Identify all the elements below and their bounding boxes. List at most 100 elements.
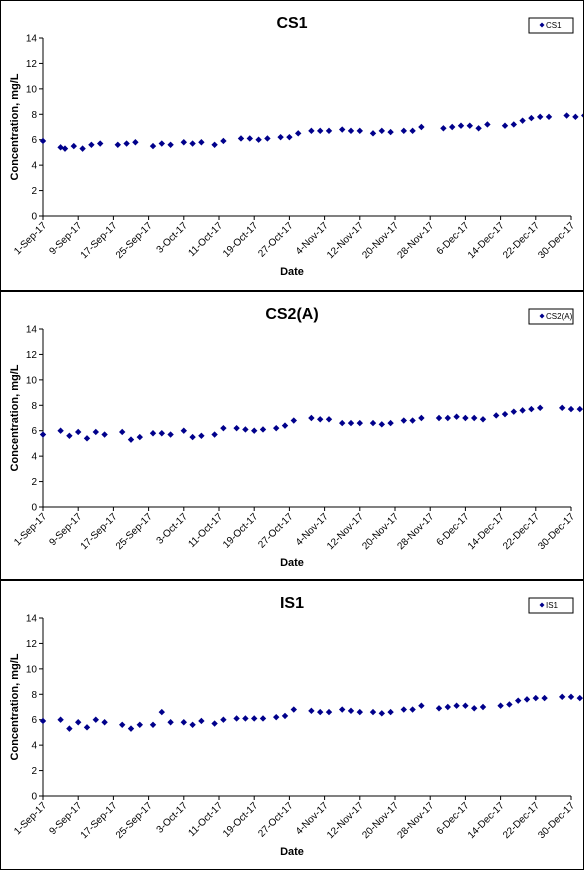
data-point (567, 405, 575, 413)
data-point (528, 114, 535, 122)
y-axis-label: Concentration, mg/L (9, 73, 21, 180)
data-point (400, 417, 407, 424)
x-tick-label: 1-Sep-17 (12, 511, 49, 548)
data-point (347, 419, 355, 427)
data-point (387, 419, 394, 427)
data-point (127, 436, 135, 443)
y-axis-label: Concentration, mg/L (9, 364, 21, 471)
x-tick-label: 25-Sep-17 (114, 800, 155, 841)
data-point (418, 414, 425, 422)
data-point (158, 430, 165, 437)
x-tick-label: 14-Dec-17 (466, 220, 507, 261)
chart-svg: CS1 CS1 0 2 4 6 8 10 12 14 1-Sep-179-Sep-1717-Sep-… (9, 15, 583, 278)
data-point (475, 125, 482, 132)
x-tick-label: 14-Dec-17 (466, 800, 507, 841)
data-point (290, 417, 297, 424)
data-point (61, 145, 69, 152)
data-point (180, 719, 187, 726)
x-tick-label: 20-Nov-17 (360, 800, 401, 841)
data-point (325, 416, 333, 423)
data-point (259, 715, 267, 722)
data-point (563, 112, 570, 119)
data-point (545, 113, 553, 121)
data-point (325, 708, 333, 716)
legend-label: CS1 (546, 21, 562, 30)
data-point (286, 133, 293, 141)
data-point (537, 404, 544, 412)
y-tick-label: 2 (31, 766, 37, 777)
data-point (576, 405, 583, 413)
y-tick-label: 10 (26, 84, 38, 95)
data-point (449, 123, 456, 131)
data-point (444, 414, 451, 422)
x-tick-label: 22-Dec-17 (501, 511, 542, 552)
data-point (220, 424, 227, 432)
data-point (356, 708, 363, 716)
data-point (211, 720, 218, 727)
y-axis-label: Concentration, mg/L (9, 653, 21, 760)
x-tick-label: 20-Nov-17 (360, 220, 401, 261)
data-point (273, 713, 280, 721)
data-point (409, 417, 416, 424)
data-point (167, 141, 174, 148)
y-tick-label: 2 (31, 186, 37, 197)
data-point (180, 139, 187, 146)
y-tick-label: 0 (31, 792, 37, 803)
data-point (119, 428, 126, 436)
y-tick-label: 4 (31, 452, 37, 463)
data-point (435, 414, 443, 422)
data-point (57, 427, 64, 434)
data-point (189, 140, 196, 147)
data-point (515, 697, 522, 704)
data-point (457, 122, 465, 129)
data-point (409, 706, 416, 713)
x-tick-label: 11-Oct-17 (186, 220, 225, 259)
data-point (317, 127, 324, 135)
data-point (356, 127, 363, 135)
y-tick-label: 4 (31, 161, 37, 172)
data-point (572, 113, 579, 121)
data-point (242, 715, 249, 722)
data-point (70, 142, 77, 150)
data-point (149, 142, 157, 150)
data-point (378, 127, 385, 135)
y-tick-label: 12 (26, 639, 38, 650)
data-point (418, 123, 425, 131)
data-point (325, 127, 333, 135)
data-point (523, 696, 531, 703)
data-point (541, 694, 548, 702)
data-point (519, 407, 526, 414)
x-tick-label: 6-Dec-17 (435, 800, 472, 837)
x-tick-label: 12-Nov-17 (325, 800, 366, 841)
legend: CS1 (528, 17, 574, 34)
data-point (347, 127, 355, 135)
data-point (198, 432, 205, 439)
data-point (387, 708, 394, 716)
data-point (149, 430, 157, 437)
data-point (444, 703, 451, 711)
data-point (510, 121, 517, 128)
data-point (493, 412, 500, 419)
data-point (136, 433, 143, 441)
data-point (581, 113, 583, 118)
x-tick-label: 25-Sep-17 (114, 511, 155, 552)
data-point (369, 708, 377, 716)
data-point (387, 128, 394, 136)
data-point (92, 428, 99, 436)
x-tick-label: 1-Sep-17 (12, 220, 49, 257)
x-tick-label: 9-Sep-17 (47, 220, 84, 257)
data-point (92, 716, 99, 723)
data-point (83, 435, 91, 442)
data-point (189, 721, 196, 728)
x-tick-label: 30-Dec-17 (536, 800, 577, 841)
data-point (132, 139, 139, 146)
x-tick-label: 27-Oct-17 (256, 800, 296, 840)
data-point (462, 414, 469, 422)
y-tick-label: 12 (26, 350, 38, 361)
data-point (233, 715, 240, 722)
data-point (453, 702, 460, 709)
data-point (75, 428, 82, 436)
data-point (211, 431, 218, 438)
data-point (39, 431, 47, 438)
